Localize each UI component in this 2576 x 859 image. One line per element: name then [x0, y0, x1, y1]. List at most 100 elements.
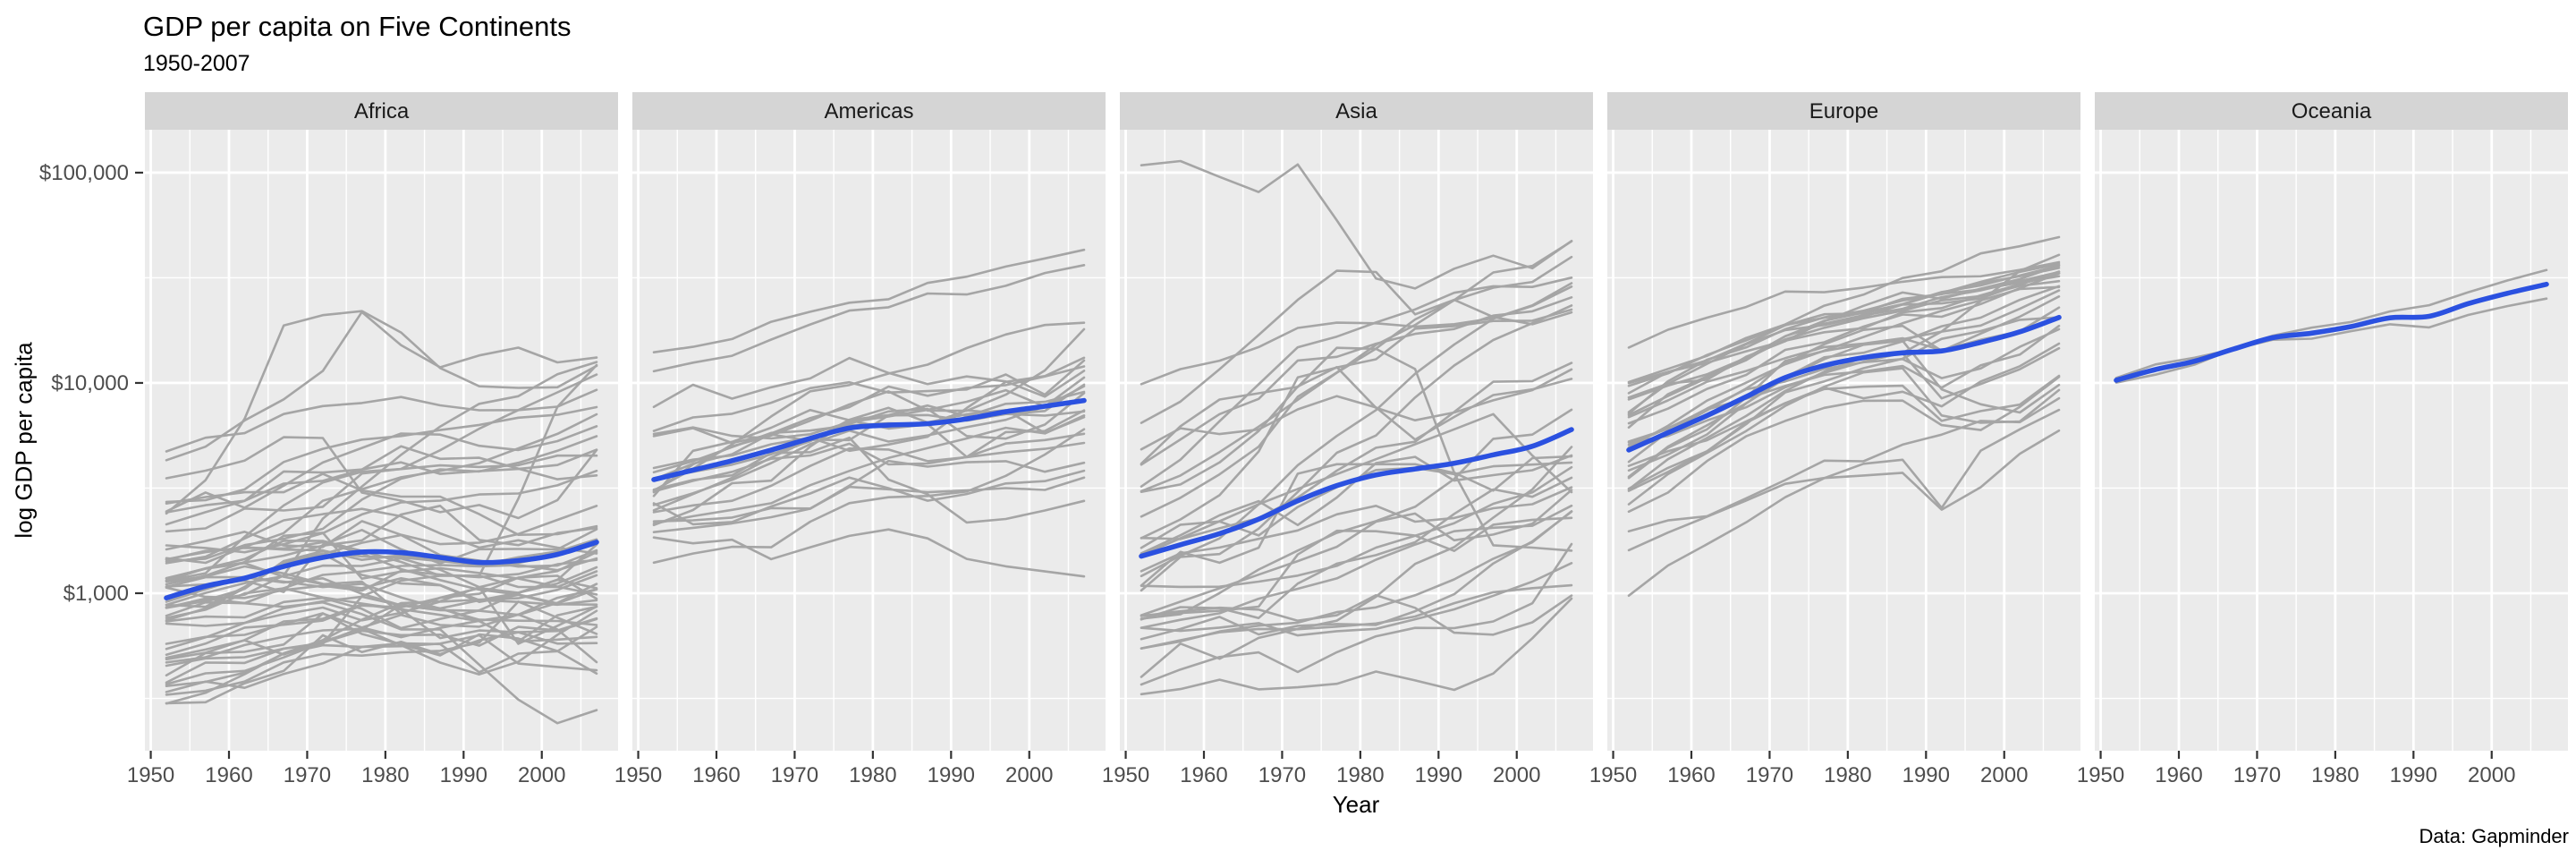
country-line-new-zealand [2114, 297, 2548, 379]
facet-strip-label: Oceania [2292, 99, 2372, 123]
country-line-west-bank-and-gaza [1140, 412, 1573, 557]
country-line-haiti [652, 528, 1086, 578]
country-line-united-kingdom [1627, 272, 2061, 385]
country-line-angola [165, 436, 598, 520]
x-tick-label: 2000 [1005, 763, 1053, 787]
country-line-reunion [165, 405, 598, 504]
country-line-tunisia [165, 412, 598, 565]
country-line-dominican-republic [652, 428, 1086, 565]
panel-background [632, 130, 1106, 751]
x-tick-label: 1980 [361, 763, 409, 787]
country-line-sudan [165, 505, 598, 551]
country-line-lesotho [165, 550, 598, 705]
country-line-argentina [652, 359, 1086, 432]
country-line-switzerland [1627, 260, 2061, 349]
country-line-sweden [1627, 270, 2061, 399]
x-tick-label: 1950 [1589, 763, 1637, 787]
country-line-taiwan [1140, 285, 1573, 578]
trend-line [2114, 281, 2549, 383]
x-tick-label: 1990 [1415, 763, 1462, 787]
x-tick-label: 1960 [1180, 763, 1227, 787]
country-line-zimbabwe [165, 612, 598, 676]
country-line-comoros [165, 532, 598, 596]
country-line-zambia [165, 540, 598, 589]
facet-strip-label: Africa [354, 99, 410, 123]
country-line-italy [1627, 285, 2061, 449]
facet-panel-oceania: Oceania 1950 1960 1970 1980 1990 2000 [2077, 92, 2568, 787]
country-line-slovenia [1627, 295, 2061, 464]
x-tick-label: 1990 [1902, 763, 1950, 787]
country-line-japan [1140, 276, 1573, 488]
x-tick-label: 1950 [614, 763, 662, 787]
x-tick-label: 1990 [2390, 763, 2437, 787]
country-line-honduras [652, 476, 1086, 523]
country-line-benin [165, 558, 598, 600]
facet-panel-europe: Europe 1950 1960 1970 1980 1990 2000 [1589, 92, 2080, 787]
country-line-canada [652, 264, 1086, 373]
country-line-mongolia [1140, 489, 1573, 617]
facet-strip-label: Europe [1809, 99, 1878, 123]
trend-line [1626, 314, 2062, 453]
country-line-uruguay [652, 376, 1086, 440]
facet-panel-americas: Americas 1950 1960 1970 1980 1990 2000 [614, 92, 1106, 787]
country-line-trinidad-and-tobago [652, 327, 1086, 494]
country-line-united-states [652, 248, 1086, 353]
facet-strip [1120, 92, 1593, 130]
country-line-saudi-arabia [1140, 269, 1573, 424]
country-line-montenegro [1627, 367, 2061, 506]
country-line-poland [1627, 342, 2061, 467]
country-line-serbia [1627, 339, 2061, 479]
country-line-indonesia [1140, 476, 1573, 621]
x-tick-label: 1960 [205, 763, 252, 787]
plot-title: GDP per capita on Five Continents [143, 11, 572, 42]
x-tick-label: 1980 [849, 763, 896, 787]
country-line-cuba [652, 392, 1086, 445]
x-tick-label: 2000 [1980, 763, 2028, 787]
country-line-somalia [165, 565, 598, 607]
country-line-tanzania [165, 583, 598, 627]
country-line-albania [1627, 429, 2061, 552]
country-line-guatemala [652, 441, 1086, 514]
plot-subtitle: 1950-2007 [143, 51, 250, 76]
trend-line [164, 540, 599, 600]
country-line-djibouti [165, 472, 598, 536]
x-tick-label: 1970 [284, 763, 331, 787]
country-line-equatorial-guinea [165, 363, 598, 685]
country-line-iraq [1140, 346, 1573, 492]
country-line-mozambique [165, 609, 598, 676]
country-line-oman [1140, 308, 1573, 540]
trend-line [1139, 427, 1574, 559]
country-line-ethiopia [165, 625, 598, 687]
x-axis-title: Year [1332, 791, 1380, 818]
country-line-bolivia [652, 469, 1086, 526]
country-line-vietnam [1140, 510, 1573, 641]
plot-caption: Data: Gapminder [2419, 825, 2569, 847]
country-line-guinea-bissau [165, 631, 598, 705]
country-line-togo [165, 552, 598, 608]
x-tick-label: 1980 [1336, 763, 1384, 787]
facet-strip [632, 92, 1106, 130]
country-line-spain [1627, 285, 2061, 472]
country-line-netherlands [1627, 262, 2061, 395]
country-line-bangladesh [1140, 562, 1573, 637]
country-line-australia [2114, 268, 2548, 384]
x-tick-label: 1980 [2311, 763, 2359, 787]
country-line-korea-rep- [1140, 304, 1573, 592]
country-line-venezuela [652, 356, 1086, 409]
x-tick-label: 1950 [2077, 763, 2124, 787]
facet-strip [2095, 92, 2568, 130]
country-line-costa-rica [652, 385, 1086, 506]
country-line-libya [165, 310, 598, 515]
country-line-colombia [652, 414, 1086, 525]
country-line-korea-dem-rep- [1140, 463, 1573, 587]
panel-background [1120, 130, 1593, 751]
country-line-gabon [165, 310, 598, 462]
country-line-romania [1627, 374, 2061, 490]
country-line-cambodia [1140, 542, 1573, 686]
facet-strip [145, 92, 618, 130]
y-tick-label: $1,000 [64, 582, 129, 606]
facet-strip [1607, 92, 2080, 130]
country-line-israel [1140, 296, 1573, 466]
